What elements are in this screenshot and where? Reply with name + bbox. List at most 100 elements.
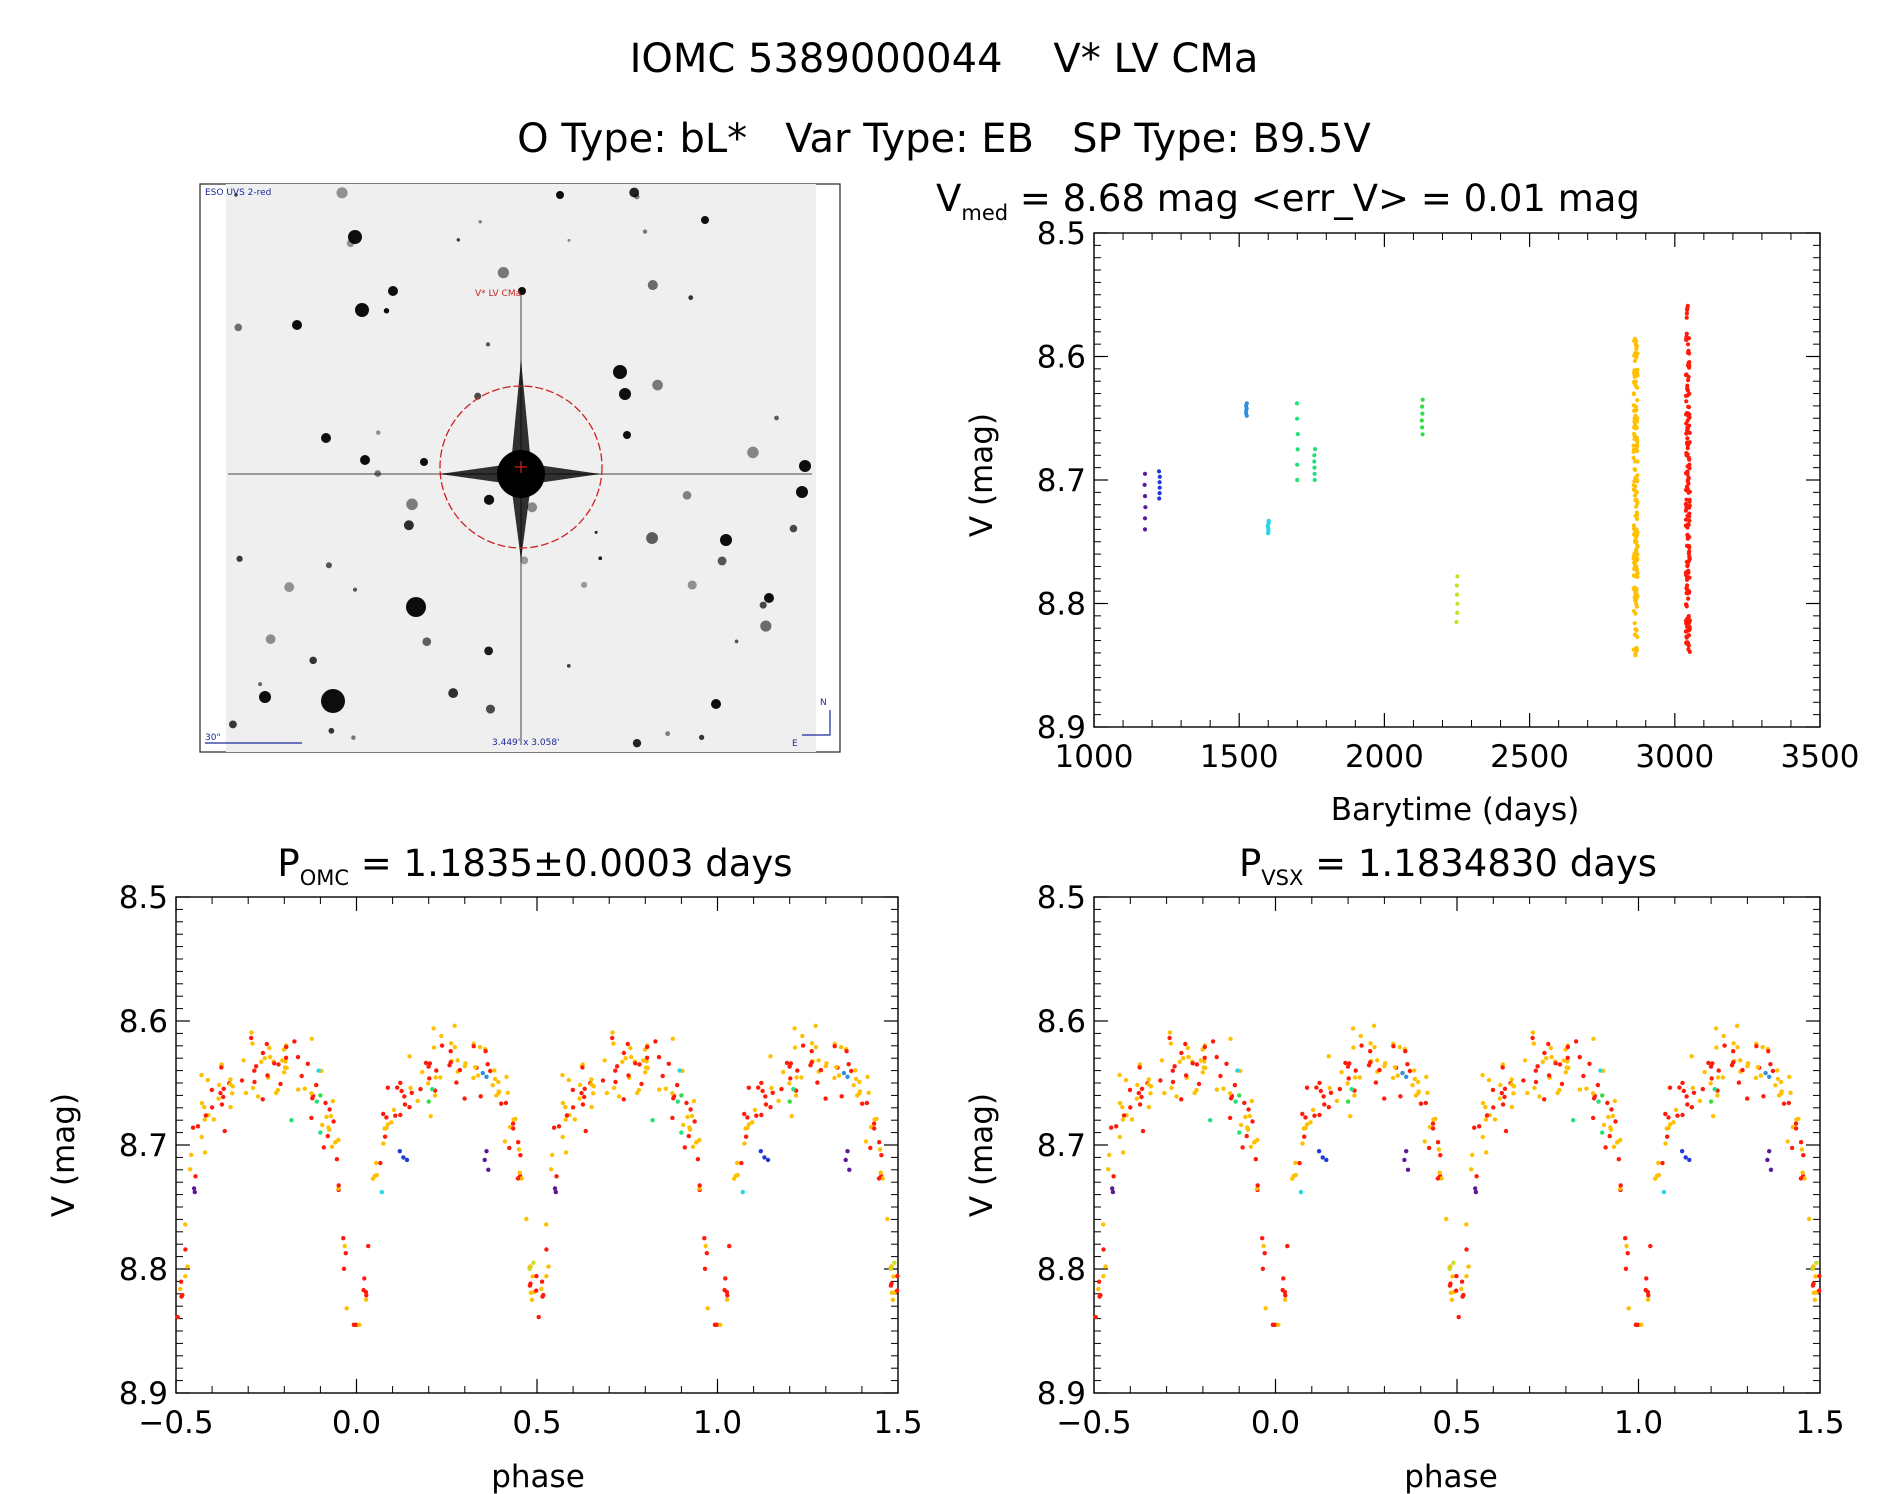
data-point [878,1170,883,1175]
data-point [1304,1122,1310,1127]
sky-star [258,682,263,687]
data-point [1758,1073,1764,1078]
data-point [382,1134,388,1139]
data-point [589,1077,594,1082]
data-point [1685,446,1690,451]
data-point [1499,1090,1505,1096]
data-point [1244,1133,1249,1139]
sky-star [420,458,428,466]
data-point [507,1145,512,1151]
data-point [1208,1118,1213,1123]
data-point [407,1105,412,1110]
data-point [241,1058,246,1063]
data-point [1183,1041,1188,1047]
data-point [448,1049,453,1054]
data-point [1350,1026,1356,1031]
data-point [556,1124,562,1129]
data-point [1684,543,1690,549]
data-point [1810,1266,1815,1272]
data-point [742,1111,747,1117]
x-tick-label: 1000 [1055,739,1134,775]
data-point [644,1055,650,1061]
data-point [475,1073,481,1078]
sky-star [228,720,237,729]
data-point [1685,588,1690,593]
data-point [364,1293,369,1298]
data-point [1157,491,1162,496]
data-point [408,1085,413,1091]
data-point [1128,1105,1133,1110]
y-tick-label: 8.8 [119,1252,168,1288]
data-point [1348,1114,1353,1119]
sky-star [665,731,671,737]
data-point [302,1086,307,1091]
data-point [692,1119,697,1124]
data-point [1358,1033,1363,1039]
data-point [189,1152,194,1158]
data-point [1312,471,1317,476]
data-point [230,1091,235,1096]
data-point [1345,1081,1350,1086]
data-point [1293,1160,1298,1166]
data-point [1745,1061,1751,1066]
data-point [1665,1134,1670,1139]
data-point [327,1107,332,1112]
data-point [815,1080,820,1085]
data-point [1603,1145,1608,1150]
data-point [1148,1091,1153,1096]
data-point [1709,1076,1714,1081]
data-point [580,1102,586,1107]
data-point [1322,1102,1327,1107]
data-point [199,1072,204,1078]
data-point [328,1113,334,1119]
data-point [1139,1086,1145,1092]
data-point [1684,484,1689,489]
data-point [551,1125,557,1130]
sky-star [701,216,709,224]
data-point [1686,568,1691,573]
data-point [1789,1145,1795,1151]
title-subscript: OMC [300,866,349,890]
data-point [704,1251,709,1256]
data-point [1686,647,1691,652]
data-point [1210,1039,1216,1044]
data-point [219,1102,225,1107]
data-point [402,1102,408,1107]
sky-star [352,587,358,592]
data-point [1635,459,1640,464]
data-point [813,1023,818,1028]
data-point [178,1279,184,1284]
data-point [1634,425,1639,430]
sky-star [556,191,564,199]
data-point [183,1247,188,1252]
data-point [1285,1243,1290,1249]
data-point [1314,1085,1319,1090]
data-point [1404,1149,1409,1154]
data-point [1687,430,1692,435]
data-point [1156,469,1162,474]
finder-target-label: V* LV CMa [475,289,521,299]
data-point [398,1112,403,1118]
data-point [1497,1096,1503,1101]
data-point [1303,1125,1308,1131]
data-point [1420,432,1425,437]
data-point [1648,1243,1653,1249]
data-point [1634,443,1639,448]
data-point [1359,1043,1364,1048]
data-point [431,1045,437,1050]
data-point [663,1086,668,1091]
data-point [296,1087,301,1092]
data-point [330,1098,336,1104]
data-point [1633,513,1638,519]
data-point [1454,592,1460,597]
data-point [1135,1082,1140,1088]
data-point [1540,1059,1546,1065]
data-point [792,1045,798,1050]
data-point [496,1079,501,1085]
data-point [1418,1101,1424,1106]
data-point [1242,1100,1247,1106]
data-point [1634,418,1639,423]
data-point [697,1137,702,1143]
data-point [1625,1251,1630,1256]
sky-star [388,286,398,296]
